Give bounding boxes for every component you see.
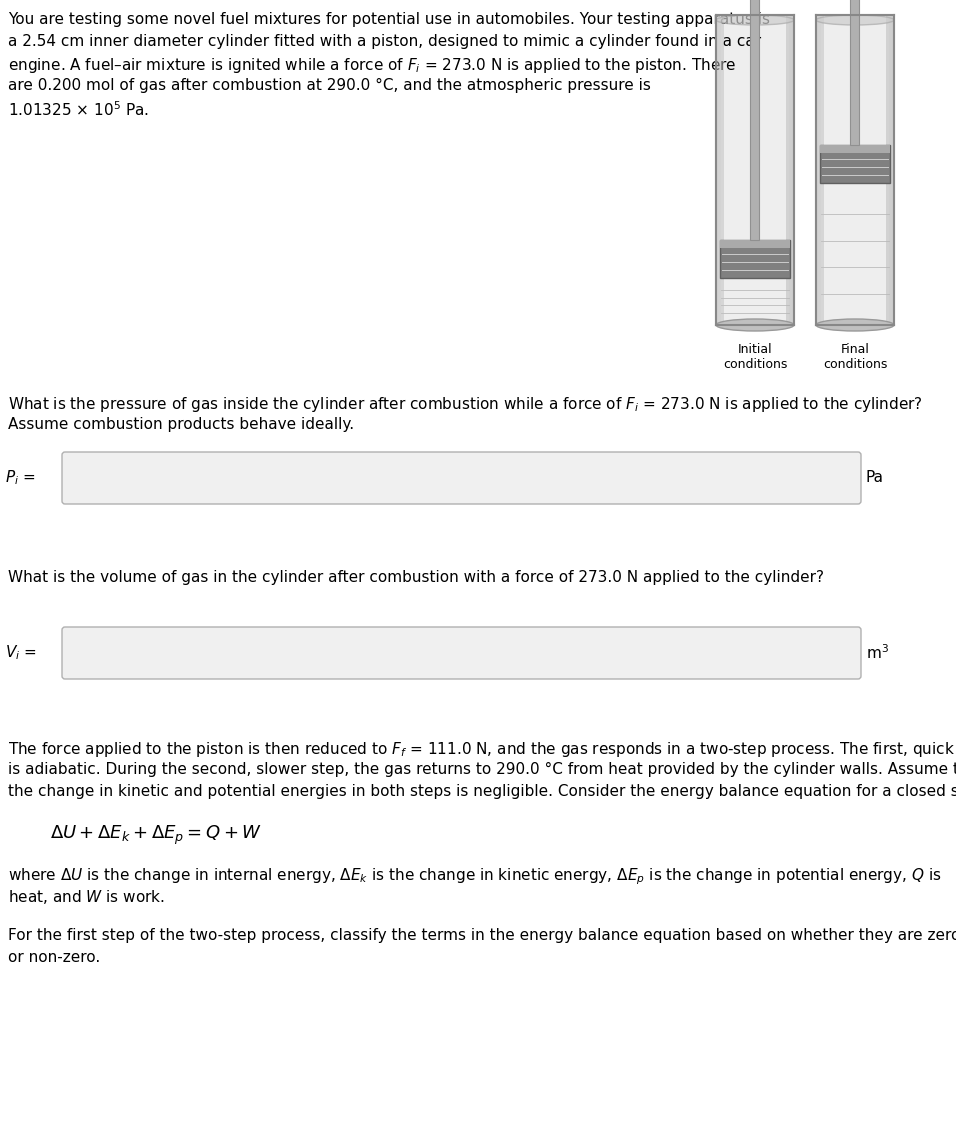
- Text: What is the pressure of gas inside the cylinder after combustion while a force o: What is the pressure of gas inside the c…: [8, 395, 923, 414]
- Bar: [886, 15, 894, 325]
- Text: a 2.54 cm inner diameter cylinder fitted with a piston, designed to mimic a cyli: a 2.54 cm inner diameter cylinder fitted…: [8, 34, 761, 49]
- Text: Assume combustion products behave ideally.: Assume combustion products behave ideall…: [8, 417, 354, 432]
- Text: For the first step of the two-step process, classify the terms in the energy bal: For the first step of the two-step proce…: [8, 928, 956, 943]
- Text: is adiabatic. During the second, slower step, the gas returns to 290.0 °C from h: is adiabatic. During the second, slower …: [8, 763, 956, 777]
- Text: Initial
conditions: Initial conditions: [723, 343, 787, 371]
- FancyBboxPatch shape: [716, 15, 794, 325]
- Text: The force applied to the piston is then reduced to $F_f$ = 111.0 N, and the gas : The force applied to the piston is then …: [8, 740, 956, 759]
- Text: What is the volume of gas in the cylinder after combustion with a force of 273.0: What is the volume of gas in the cylinde…: [8, 570, 824, 585]
- Text: $\Delta U + \Delta E_k + \Delta E_p = Q + W$: $\Delta U + \Delta E_k + \Delta E_p = Q …: [50, 823, 262, 847]
- Ellipse shape: [716, 319, 794, 331]
- Bar: [750, 0, 759, 240]
- Text: are 0.200 mol of gas after combustion at 290.0 °C, and the atmospheric pressure : are 0.200 mol of gas after combustion at…: [8, 78, 651, 92]
- Ellipse shape: [816, 319, 894, 331]
- FancyBboxPatch shape: [62, 452, 861, 504]
- Bar: [816, 15, 824, 325]
- Text: or non-zero.: or non-zero.: [8, 950, 100, 964]
- Text: Pa: Pa: [866, 470, 884, 485]
- Bar: [820, 146, 890, 153]
- Text: where $\Delta U$ is the change in internal energy, $\Delta E_k$ is the change in: where $\Delta U$ is the change in intern…: [8, 866, 942, 887]
- Bar: [716, 15, 724, 325]
- Text: 1.463  ×10$^{-3}$: 1.463 ×10$^{-3}$: [77, 643, 188, 663]
- Text: $V_i$ =: $V_i$ =: [5, 644, 37, 662]
- Bar: [721, 15, 789, 325]
- Bar: [786, 15, 794, 325]
- Ellipse shape: [716, 15, 794, 25]
- Text: You are testing some novel fuel mixtures for potential use in automobiles. Your : You are testing some novel fuel mixtures…: [8, 12, 770, 27]
- Text: the change in kinetic and potential energies in both steps is negligible. Consid: the change in kinetic and potential ener…: [8, 784, 956, 799]
- Text: 1.01325 × 10$^5$ Pa.: 1.01325 × 10$^5$ Pa.: [8, 100, 149, 118]
- Text: heat, and $W$ is work.: heat, and $W$ is work.: [8, 888, 164, 906]
- FancyBboxPatch shape: [62, 627, 861, 679]
- Bar: [820, 146, 890, 183]
- FancyBboxPatch shape: [816, 15, 894, 325]
- Bar: [851, 0, 859, 146]
- Bar: [720, 240, 790, 277]
- Text: 6.4  ×10$^5$: 6.4 ×10$^5$: [77, 468, 158, 488]
- Bar: [720, 240, 790, 248]
- Bar: [821, 15, 889, 325]
- Text: Final
conditions: Final conditions: [823, 343, 887, 371]
- Text: m$^3$: m$^3$: [866, 644, 889, 662]
- Text: $P_i$ =: $P_i$ =: [5, 468, 35, 487]
- Text: engine. A fuel–air mixture is ignited while a force of $F_i$ = 273.0 N is applie: engine. A fuel–air mixture is ignited wh…: [8, 56, 736, 74]
- Ellipse shape: [816, 15, 894, 25]
